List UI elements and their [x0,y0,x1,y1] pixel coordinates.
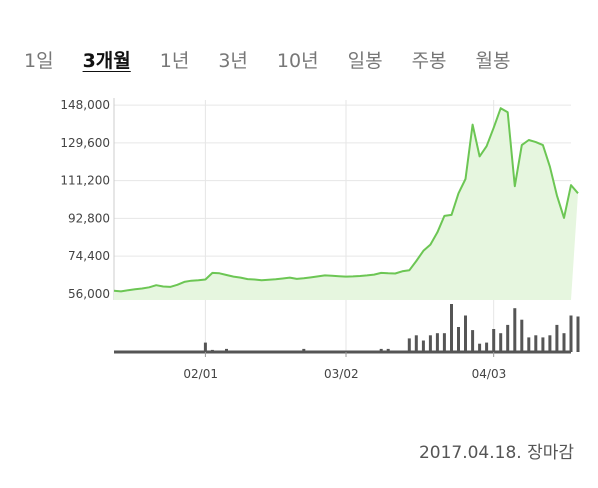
volume-bar [450,304,453,352]
volume-bar [534,335,538,352]
price-area [114,108,578,300]
volume-bar [506,324,510,352]
volume-bar [225,348,228,352]
tab-monthly-candle[interactable]: 월봉 [475,50,511,72]
x-tick-label: 04/03 [472,367,507,381]
tab-3years[interactable]: 3년 [218,50,248,72]
y-tick-label: 129,600 [60,136,110,150]
y-tick-label: 92,800 [68,211,110,225]
volume-bar [576,316,580,352]
volume-bar [520,319,524,352]
volume-bar [541,337,545,352]
volume-bar [428,335,432,352]
volume-bar [421,340,425,352]
tab-3months[interactable]: 3개월 [82,50,131,72]
volume-bar [442,333,446,352]
volume-bar [499,333,503,352]
tab-1year[interactable]: 1년 [159,50,190,72]
y-tick-label: 56,000 [68,287,110,301]
volume-bar [386,348,390,352]
volume-bar [471,330,475,352]
volume-bar [203,342,207,352]
tab-1day[interactable]: 1일 [24,50,54,72]
volume-bar [492,329,496,352]
tab-10years[interactable]: 10년 [276,50,319,72]
tab-weekly-candle[interactable]: 주봉 [411,50,447,72]
price-chart: 148,000 129,600 111,200 92,800 74,400 56,000 0… [60,98,580,381]
price-line [113,107,579,293]
tab-daily-candle[interactable]: 일봉 [347,50,383,72]
volume-bar [485,342,489,352]
volume-bar [562,333,566,352]
volume-bar [569,315,573,352]
volume-bar [407,338,411,352]
volume-bar [513,308,517,352]
x-tick-label: 02/01 [183,367,218,381]
volume-bar [457,327,460,352]
volume-bar [414,335,418,352]
volume-bar [548,335,552,352]
x-tick-label: 03/02 [324,367,359,381]
volume-bar [464,315,467,352]
volume-bar [302,348,306,352]
y-tick-label: 111,200 [60,174,110,188]
volume-bar [555,324,559,352]
volume-bar [478,343,482,352]
y-tick-label: 148,000 [60,98,110,112]
y-tick-label: 74,400 [68,249,110,263]
period-tabs: 1일 3개월 1년 3년 10년 일봉 주봉 월봉 [24,46,540,73]
market-close-timestamp: 2017.04.18. 장마감 [418,443,574,463]
volume-bar [379,348,383,352]
volume-bar [527,337,531,352]
volume-bar [435,333,439,352]
